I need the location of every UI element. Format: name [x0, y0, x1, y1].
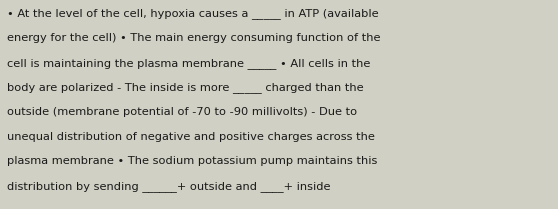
Text: energy for the cell) • The main energy consuming function of the: energy for the cell) • The main energy c… — [7, 33, 380, 43]
Text: unequal distribution of negative and positive charges across the: unequal distribution of negative and pos… — [7, 132, 374, 142]
Text: distribution by sending ______+ outside and ____+ inside: distribution by sending ______+ outside … — [7, 181, 330, 192]
Text: body are polarized - The inside is more _____ charged than the: body are polarized - The inside is more … — [7, 82, 363, 93]
Text: cell is maintaining the plasma membrane _____ • All cells in the: cell is maintaining the plasma membrane … — [7, 58, 370, 69]
Text: • At the level of the cell, hypoxia causes a _____ in ATP (available: • At the level of the cell, hypoxia caus… — [7, 8, 378, 19]
Text: plasma membrane • The sodium potassium pump maintains this: plasma membrane • The sodium potassium p… — [7, 156, 377, 166]
Text: outside (membrane potential of -70 to -90 millivolts) - Due to: outside (membrane potential of -70 to -9… — [7, 107, 357, 117]
